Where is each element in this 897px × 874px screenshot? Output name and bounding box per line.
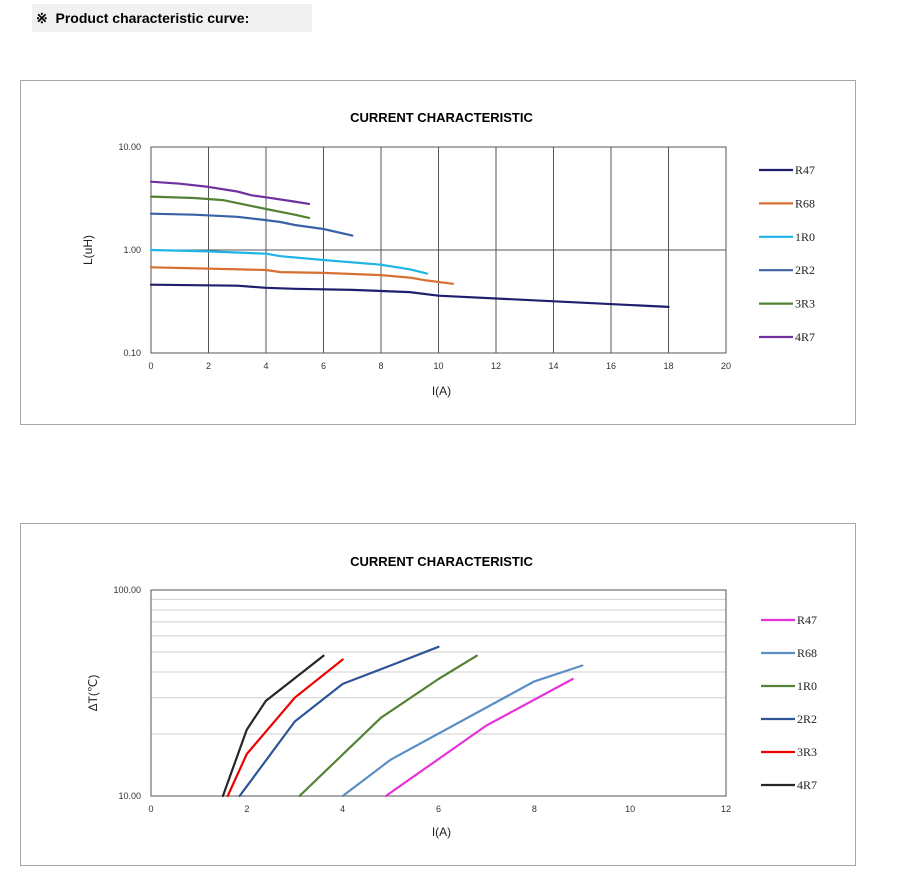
series-line-2r2 <box>238 645 440 798</box>
legend-label-1r0: 1R0 <box>797 679 817 693</box>
legend-label-3r3: 3R3 <box>797 745 817 759</box>
x-tick-label: 6 <box>321 361 326 371</box>
series-line-r68 <box>341 664 584 798</box>
heading-spacer <box>48 10 56 26</box>
legend-label-2r2: 2R2 <box>795 263 815 277</box>
y-axis-label: L(uH) <box>81 235 95 265</box>
x-tick-label: 8 <box>378 361 383 371</box>
section-heading: ※ Product characteristic curve: <box>32 4 312 32</box>
heading-title: Product characteristic curve: <box>55 10 250 26</box>
temperature-chart: CURRENT CHARACTERISTIC 0 2 4 6 8 10 12 10.00 100.… <box>20 523 856 866</box>
heading-symbol: ※ <box>36 9 48 26</box>
x-tick-label: 0 <box>148 361 153 371</box>
series-line-4r7 <box>221 654 325 798</box>
inductance-chart-svg: CURRENT CHARACTERISTIC 0 2 4 6 8 10 12 14 16 18 20 0… <box>81 110 815 398</box>
temperature-chart-svg: CURRENT CHARACTERISTIC 0 2 4 6 8 10 12 10.00 100.… <box>86 554 817 839</box>
series-line-3r3 <box>226 658 344 798</box>
y-axis-label: ΔT(℃) <box>86 675 100 712</box>
plot-area <box>151 590 726 796</box>
x-tick-label: 8 <box>532 804 537 814</box>
legend-label-r68: R68 <box>795 196 815 210</box>
x-axis-label: I(A) <box>432 384 451 398</box>
legend-label-1r0: 1R0 <box>795 230 815 244</box>
chart-title: CURRENT CHARACTERISTIC <box>350 554 533 569</box>
x-tick-label: 10 <box>625 804 635 814</box>
legend-label-3r3: 3R3 <box>795 297 815 311</box>
x-tick-label: 18 <box>663 361 673 371</box>
x-tick-label: 0 <box>148 804 153 814</box>
series-line-1r0 <box>298 654 478 798</box>
series-line-r68 <box>149 266 454 285</box>
x-tick-label: 12 <box>491 361 501 371</box>
y-tick-label: 1.00 <box>123 245 141 255</box>
x-tick-label: 4 <box>340 804 345 814</box>
series-line-2r2 <box>149 212 354 237</box>
series-line-4r7 <box>149 180 311 206</box>
x-tick-label: 2 <box>244 804 249 814</box>
y-tick-label: 10.00 <box>118 142 141 152</box>
legend-label-r47: R47 <box>797 613 817 627</box>
chart-title: CURRENT CHARACTERISTIC <box>350 110 533 125</box>
y-tick-label: 0.10 <box>123 348 141 358</box>
x-axis-label: I(A) <box>432 825 451 839</box>
x-tick-label: 4 <box>263 361 268 371</box>
plot-border <box>150 589 727 797</box>
x-tick-label: 14 <box>548 361 558 371</box>
series-line-r47 <box>149 283 670 308</box>
x-tick-label: 10 <box>433 361 443 371</box>
legend-label-2r2: 2R2 <box>797 712 817 726</box>
x-tick-label: 16 <box>606 361 616 371</box>
x-tick-label: 6 <box>436 804 441 814</box>
legend-label-4r7: 4R7 <box>795 330 815 344</box>
series-line-1r0 <box>149 248 429 275</box>
legend-label-r68: R68 <box>797 646 817 660</box>
series-line-r47 <box>384 677 574 798</box>
series-line-3r3 <box>149 195 311 219</box>
x-tick-label: 20 <box>721 361 731 371</box>
inductance-chart: CURRENT CHARACTERISTIC 0 2 4 6 8 10 12 14 16 18 20 0… <box>20 80 856 425</box>
x-tick-label: 2 <box>206 361 211 371</box>
y-tick-label: 10.00 <box>118 791 141 801</box>
legend-label-4r7: 4R7 <box>797 778 817 792</box>
y-tick-label: 100.00 <box>113 585 141 595</box>
legend-label-r47: R47 <box>795 163 815 177</box>
x-tick-label: 12 <box>721 804 731 814</box>
